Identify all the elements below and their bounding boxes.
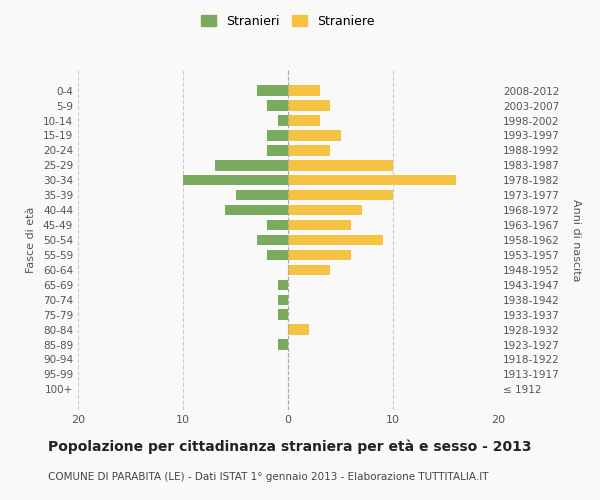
- Bar: [267, 250, 288, 260]
- Bar: [277, 340, 288, 349]
- Legend: Stranieri, Straniere: Stranieri, Straniere: [197, 11, 379, 32]
- Bar: [288, 324, 309, 335]
- Bar: [277, 280, 288, 290]
- Bar: [288, 130, 341, 140]
- Bar: [288, 235, 383, 245]
- Bar: [267, 145, 288, 156]
- Bar: [288, 116, 320, 126]
- Bar: [215, 160, 288, 170]
- Bar: [288, 205, 361, 216]
- Bar: [288, 175, 456, 186]
- Bar: [288, 145, 330, 156]
- Bar: [267, 130, 288, 140]
- Bar: [277, 310, 288, 320]
- Text: Popolazione per cittadinanza straniera per età e sesso - 2013: Popolazione per cittadinanza straniera p…: [48, 440, 532, 454]
- Bar: [267, 220, 288, 230]
- Bar: [288, 190, 393, 200]
- Bar: [267, 100, 288, 111]
- Bar: [235, 190, 288, 200]
- Bar: [277, 116, 288, 126]
- Bar: [288, 220, 351, 230]
- Bar: [225, 205, 288, 216]
- Y-axis label: Fasce di età: Fasce di età: [26, 207, 36, 273]
- Bar: [288, 160, 393, 170]
- Bar: [257, 235, 288, 245]
- Text: COMUNE DI PARABITA (LE) - Dati ISTAT 1° gennaio 2013 - Elaborazione TUTTITALIA.I: COMUNE DI PARABITA (LE) - Dati ISTAT 1° …: [48, 472, 488, 482]
- Bar: [288, 264, 330, 275]
- Bar: [257, 86, 288, 96]
- Bar: [288, 100, 330, 111]
- Bar: [288, 86, 320, 96]
- Bar: [277, 294, 288, 305]
- Bar: [183, 175, 288, 186]
- Y-axis label: Anni di nascita: Anni di nascita: [571, 198, 581, 281]
- Bar: [288, 250, 351, 260]
